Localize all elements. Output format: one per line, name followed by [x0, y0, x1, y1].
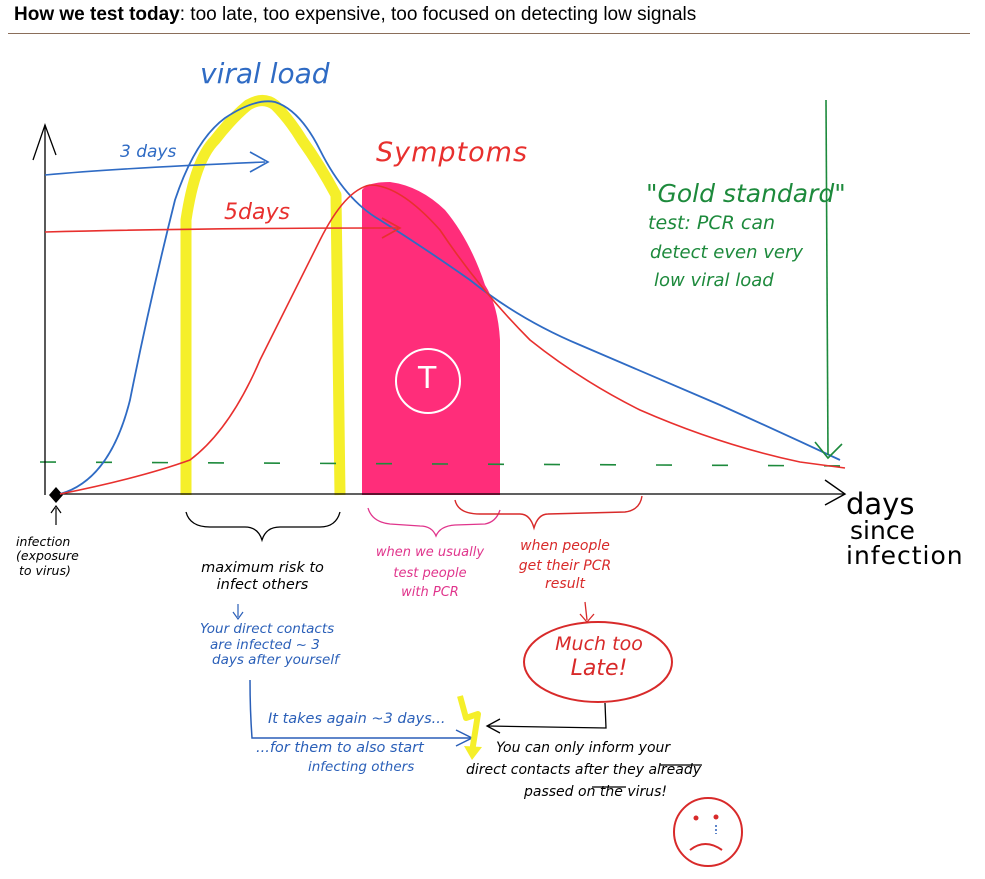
- when-result-line-1: when people: [520, 538, 610, 554]
- x-axis-arrowhead: [824, 479, 847, 506]
- three-days-label: 3 days: [120, 142, 177, 162]
- when-result-line-3: result: [545, 576, 585, 593]
- gold-standard-line-4: low viral load: [654, 270, 774, 292]
- infection-line-2: (exposure: [16, 548, 79, 564]
- you-can-inform-line-1: You can only inform your: [496, 740, 671, 756]
- max-risk-brace: [185, 511, 341, 543]
- five-days-label: 5days: [224, 200, 290, 225]
- result-brace: [454, 495, 643, 531]
- much-too-late-line-1: Much too: [555, 633, 643, 655]
- gold-standard-line-3: detect even very: [650, 241, 804, 263]
- max-risk-label: maximum risk to infect others: [185, 560, 340, 593]
- title-rest: : too late, too expensive, too focused o…: [179, 4, 697, 25]
- sad-face-right-eye: [713, 814, 719, 820]
- y-axis-arrowhead: [32, 123, 57, 161]
- gold-standard-arrow: [825, 99, 829, 456]
- infection-start-label: infection (exposure to virus): [16, 534, 79, 578]
- gold-standard-annotation: "Gold standard" test: PCR can detect eve…: [646, 179, 846, 292]
- sad-face-left-eye: [693, 815, 699, 821]
- infecting-others-label: infecting others: [308, 759, 415, 775]
- symptoms-label: Symptoms: [376, 137, 529, 168]
- gold-standard-line-1: "Gold standard": [646, 179, 846, 208]
- infection-point-marker: [49, 487, 63, 503]
- much-too-late-line-2: Late!: [570, 655, 628, 681]
- infection-line-1: infection: [16, 534, 71, 549]
- days-axis-label: days since infection: [846, 487, 964, 571]
- contacts-line-2: are infected ~ 3: [210, 636, 320, 653]
- days-axis-line-3: infection: [846, 541, 964, 571]
- when-test-line-1: when we usually: [375, 545, 485, 560]
- days-axis-line-1: days: [846, 487, 915, 521]
- viral-load-curve: [59, 100, 841, 495]
- when-test-line-3: with PCR: [401, 584, 459, 600]
- for-them-label: ...for them to also start: [256, 740, 424, 756]
- when-test-line-2: test people: [393, 565, 467, 581]
- contacts-label: Your direct contacts are infected ~ 3 da…: [200, 621, 339, 669]
- lightning-bolt-icon: [457, 695, 481, 753]
- test-marker-circle: [395, 348, 461, 414]
- detection-threshold-line: [39, 461, 861, 467]
- gold-standard-arrowhead: [814, 441, 843, 460]
- test-marker-label: T: [418, 361, 437, 396]
- symptoms-curve: [59, 184, 846, 495]
- days-axis-line-2: since: [850, 516, 915, 546]
- page-title: How we test today: too late, too expensi…: [14, 4, 696, 26]
- viral-load-label: viral load: [200, 57, 330, 90]
- sad-face-mouth: [689, 843, 723, 851]
- much-too-late-label: Much too Late!: [540, 633, 658, 681]
- infection-label-arrowhead: [50, 504, 62, 514]
- contacts-line-3: days after yourself: [212, 652, 339, 669]
- you-can-inform-label: You can only inform your direct contacts…: [466, 740, 701, 800]
- max-risk-line-1: maximum risk to: [201, 560, 324, 576]
- late-connector-line: [487, 702, 607, 729]
- much-too-late-ellipse: [523, 621, 673, 703]
- infectious-band: [180, 95, 346, 496]
- title-bold: How we test today: [14, 4, 180, 25]
- max-risk-down-arrowhead: [232, 611, 244, 621]
- when-result-line-2: get their PCR: [518, 558, 612, 575]
- three-days-arrowhead: [249, 151, 270, 173]
- takes-again-label: It takes again ~3 days...: [268, 711, 446, 727]
- max-risk-line-2: infect others: [216, 576, 309, 593]
- you-can-inform-line-3: passed on the virus!: [524, 784, 668, 801]
- contacts-bracket: [249, 679, 470, 739]
- you-can-inform-line-2: direct contacts after they already: [466, 762, 702, 779]
- five-days-arrowhead: [381, 217, 402, 239]
- five-days-arrow: [44, 227, 399, 233]
- late-connector-arrowhead: [485, 718, 501, 734]
- gold-standard-line-2: test: PCR can: [648, 211, 776, 234]
- testing-window-region: [362, 182, 500, 495]
- infection-line-3: to virus): [19, 562, 71, 578]
- when-result-label: when people get their PCR result: [505, 538, 625, 592]
- three-days-arrow: [44, 161, 266, 176]
- contacts-line-1: Your direct contacts: [200, 621, 335, 637]
- lightning-bolt-tip: [464, 746, 482, 760]
- sad-face-icon: [673, 797, 743, 867]
- test-window-brace: [367, 507, 501, 538]
- header-divider: [8, 33, 970, 34]
- when-test-label: when we usually test people with PCR: [370, 545, 490, 601]
- result-arrow: [584, 601, 588, 621]
